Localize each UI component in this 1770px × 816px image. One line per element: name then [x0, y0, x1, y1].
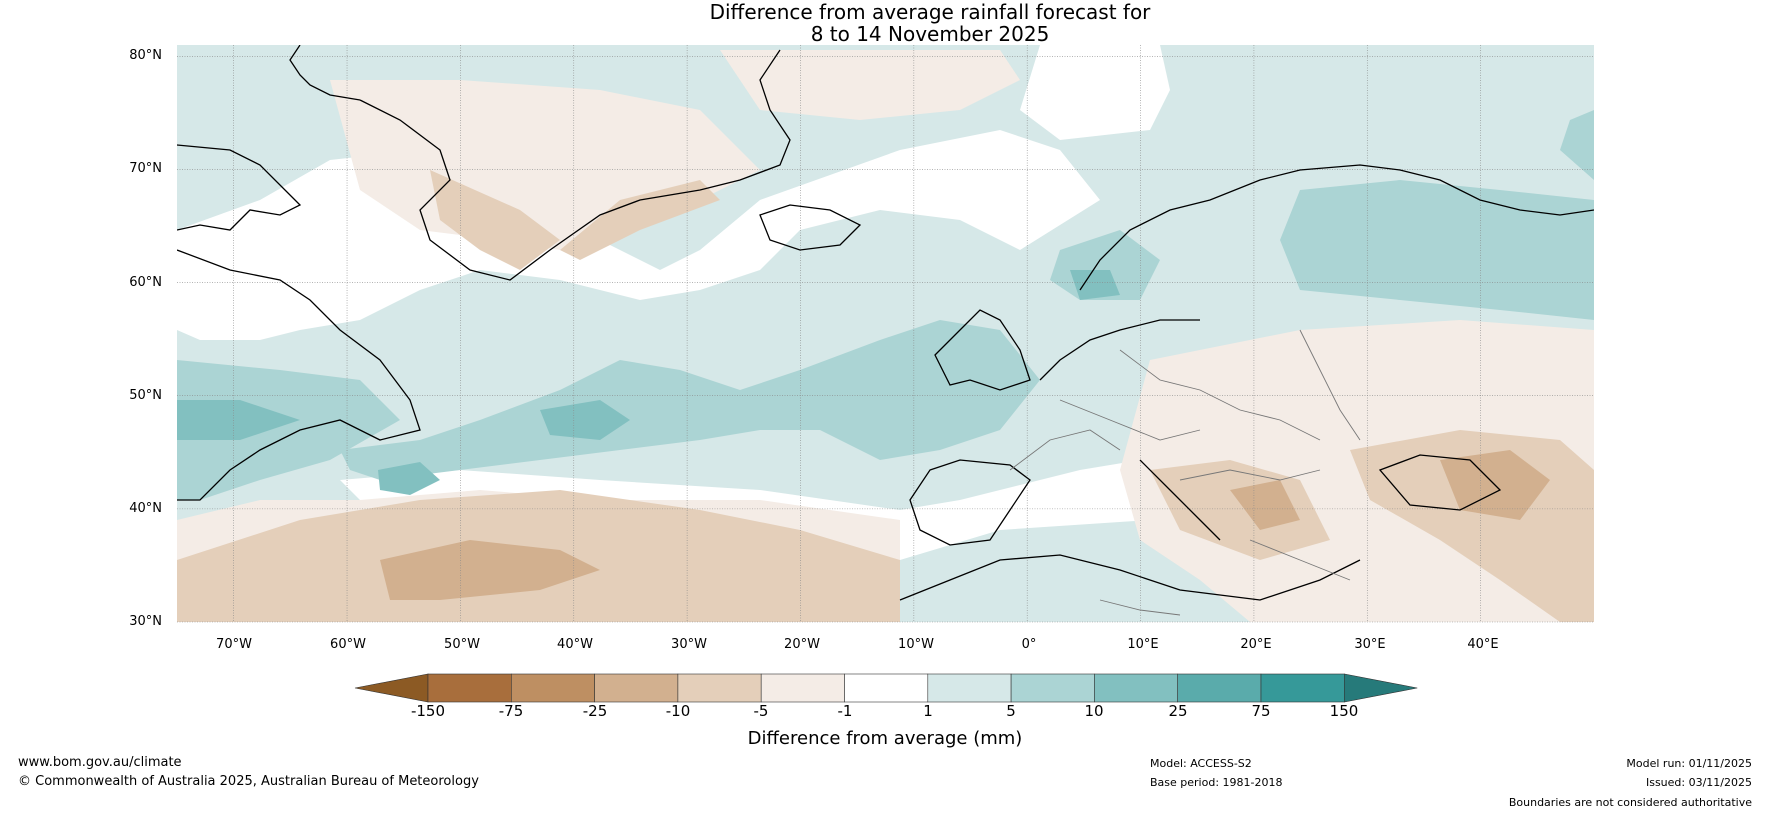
colorbar-segment	[594, 673, 679, 703]
dry-region	[430, 170, 560, 270]
anomaly-fields	[177, 45, 1594, 622]
colorbar-segment	[1094, 673, 1179, 703]
lon-label: 20°E	[1240, 637, 1272, 652]
neutral-region	[1020, 45, 1170, 140]
dry-region	[720, 50, 1020, 120]
colorbar-segment	[1177, 673, 1262, 703]
lon-label: 10°E	[1127, 637, 1159, 652]
copyright-text: © Commonwealth of Australia 2025, Austra…	[18, 774, 479, 789]
lon-label: 30°W	[671, 637, 707, 652]
lon-label: 40°E	[1467, 637, 1499, 652]
lat-label: 40°N	[129, 501, 162, 516]
north-america-coast	[177, 144, 302, 231]
dry-region	[560, 180, 720, 260]
greenland-coast	[289, 45, 361, 101]
dry-region	[1150, 460, 1330, 560]
disclaimer-text: Boundaries are not considered authoritat…	[1508, 796, 1752, 809]
dry-region	[380, 540, 600, 600]
colorbar-extend-low	[354, 673, 429, 703]
greenland-coast	[359, 49, 791, 281]
lon-label: 0°	[1021, 637, 1037, 652]
colorbar-segment	[510, 673, 595, 703]
map-title-line2: 8 to 14 November 2025	[810, 22, 1050, 46]
lon-label: 70°W	[216, 637, 252, 652]
lon-label: 10°W	[898, 637, 934, 652]
colorbar-segment	[427, 673, 512, 703]
colorbar-tick: -1	[837, 702, 853, 720]
wet-region	[177, 400, 300, 440]
colorbar-segment	[1260, 673, 1345, 703]
colorbar-tick: 150	[1329, 702, 1359, 720]
lon-label: 40°W	[557, 637, 593, 652]
lat-label: 80°N	[129, 48, 162, 63]
colorbar-segment	[927, 673, 1012, 703]
lon-label: 60°W	[330, 637, 366, 652]
north-africa-coast	[899, 554, 1361, 601]
colorbar-tick: -10	[665, 702, 691, 720]
black-sea-coast	[1378, 454, 1502, 511]
colorbar-tick: 75	[1251, 702, 1271, 720]
colorbar	[354, 673, 1418, 703]
colorbar-tick: -25	[582, 702, 608, 720]
graticule	[177, 45, 1594, 623]
colorbar-tick: -150	[410, 702, 446, 720]
colorbar-segment	[844, 673, 929, 703]
europe-coast	[1039, 319, 1200, 381]
model-run-text: Model run: 01/11/2025	[1626, 757, 1752, 770]
labrador-coast	[177, 249, 421, 501]
issued-text: Issued: 03/11/2025	[1645, 776, 1752, 789]
colorbar-extend-high	[1344, 673, 1418, 703]
wet-region	[378, 462, 440, 495]
wet-region	[1280, 180, 1594, 320]
website-text: www.bom.gov.au/climate	[18, 755, 182, 770]
colorbar-label: Difference from average (mm)	[747, 728, 1023, 749]
lat-label: 30°N	[129, 614, 162, 629]
colorbar-tick: 5	[1006, 702, 1016, 720]
country-borders	[1009, 329, 1361, 616]
colorbar-tick: -75	[498, 702, 524, 720]
dry-region	[1230, 480, 1300, 530]
lon-label: 20°W	[784, 637, 820, 652]
colorbar-tick: 10	[1084, 702, 1104, 720]
colorbar-tick: 1	[923, 702, 933, 720]
map-title-line1: Difference from average rainfall forecas…	[709, 0, 1151, 24]
wet-region	[1070, 270, 1120, 300]
colorbar-tick: -5	[753, 702, 769, 720]
lon-label: 30°E	[1354, 637, 1386, 652]
iberia-coast	[909, 459, 1031, 546]
colorbar-segment	[760, 673, 845, 703]
uk-coast	[934, 309, 1031, 391]
colorbar-tick: 25	[1168, 702, 1188, 720]
lon-label: 50°W	[444, 637, 480, 652]
scandinavia-coast	[1079, 164, 1594, 291]
lat-label: 50°N	[129, 388, 162, 403]
italy-coast	[1139, 459, 1221, 541]
wet-region	[540, 400, 630, 440]
lat-label: 70°N	[129, 161, 162, 176]
colorbar-segment	[1010, 673, 1095, 703]
wet-region	[177, 360, 400, 500]
base-period-text: Base period: 1981-2018	[1150, 776, 1283, 789]
model-text: Model: ACCESS-S2	[1150, 757, 1252, 770]
wet-region	[1560, 110, 1594, 180]
wet-region	[340, 320, 1040, 480]
iceland-coast	[759, 204, 862, 251]
coastlines	[177, 45, 1594, 601]
lat-label: 60°N	[129, 275, 162, 290]
colorbar-segment	[677, 673, 762, 703]
